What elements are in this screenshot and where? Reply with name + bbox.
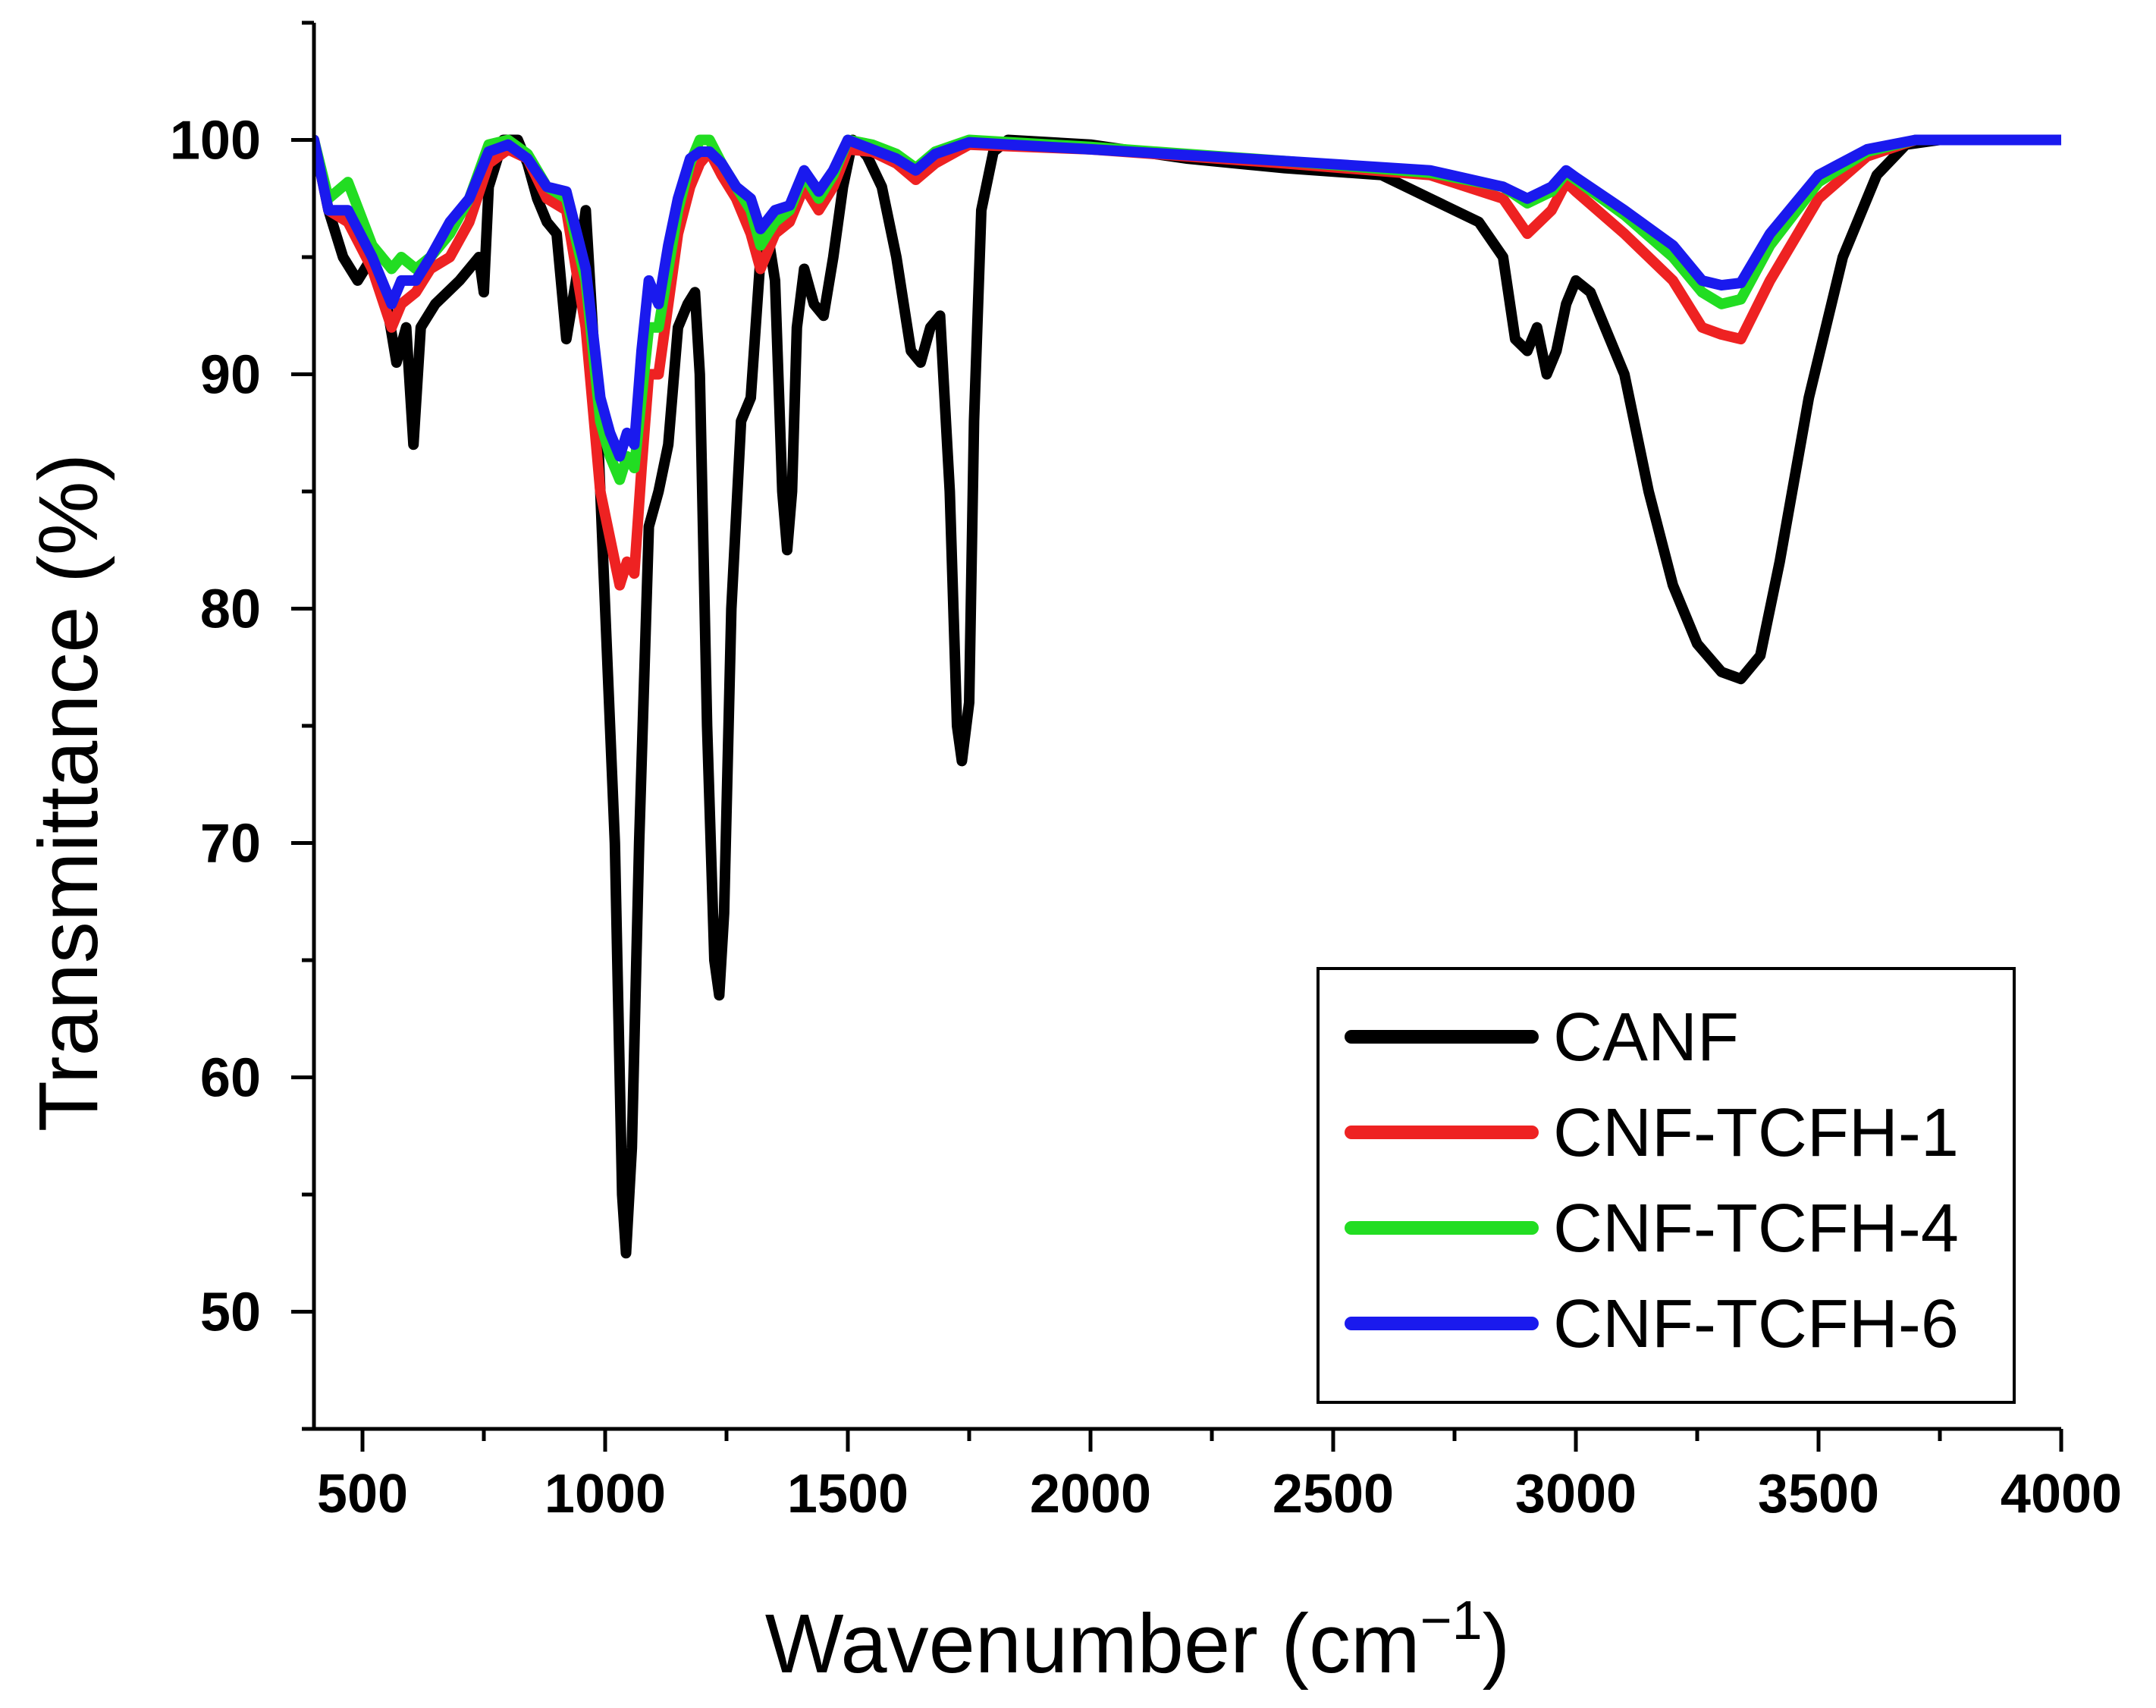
x-tick-label: 2500	[1273, 1464, 1394, 1524]
series-line-3	[314, 134, 2061, 462]
x-axis-title-main: Wavenumber (cm	[765, 1597, 1420, 1691]
x-axis-title: Wavenumber (cm−1)	[765, 1590, 1511, 1691]
x-tick-label: 500	[317, 1464, 408, 1524]
y-tick-label: 60	[200, 1048, 261, 1109]
legend-label-2: CNF-TCFH-4	[1553, 1191, 1959, 1267]
y-axis-title: Transmittance (%)	[22, 454, 115, 1132]
x-tick-label: 4000	[2001, 1464, 2122, 1524]
y-tick-label: 50	[200, 1283, 261, 1343]
x-tick-label: 2000	[1030, 1464, 1151, 1524]
y-tick-label: 100	[170, 111, 261, 171]
x-tick-label: 1000	[544, 1464, 666, 1524]
x-ticks: 500 1000 1500 2000 2500 3000 3500 4000	[317, 1429, 2122, 1524]
x-tick-label: 3500	[1758, 1464, 1879, 1524]
series-line-1	[314, 134, 2061, 591]
y-ticks: 50 60 70 80 90 100	[170, 20, 314, 1431]
legend-label-3: CNF-TCFH-6	[1553, 1286, 1959, 1362]
series-layer	[314, 134, 2061, 1259]
plot-area	[314, 134, 2061, 1259]
y-tick-label: 70	[200, 814, 261, 874]
legend-label-1: CNF-TCFH-1	[1553, 1095, 1959, 1171]
x-tick-label: 3000	[1515, 1464, 1637, 1524]
y-tick-label: 90	[200, 345, 261, 406]
x-tick-label: 1500	[787, 1464, 909, 1524]
y-tick-label: 80	[200, 579, 261, 640]
x-axis-title-sup: −1	[1420, 1590, 1483, 1651]
x-axis-title-close: )	[1483, 1597, 1511, 1691]
legend: CANF CNF-TCFH-1 CNF-TCFH-4 CNF-TCFH-6	[1317, 967, 2016, 1404]
legend-label-0: CANF	[1553, 1000, 1739, 1075]
